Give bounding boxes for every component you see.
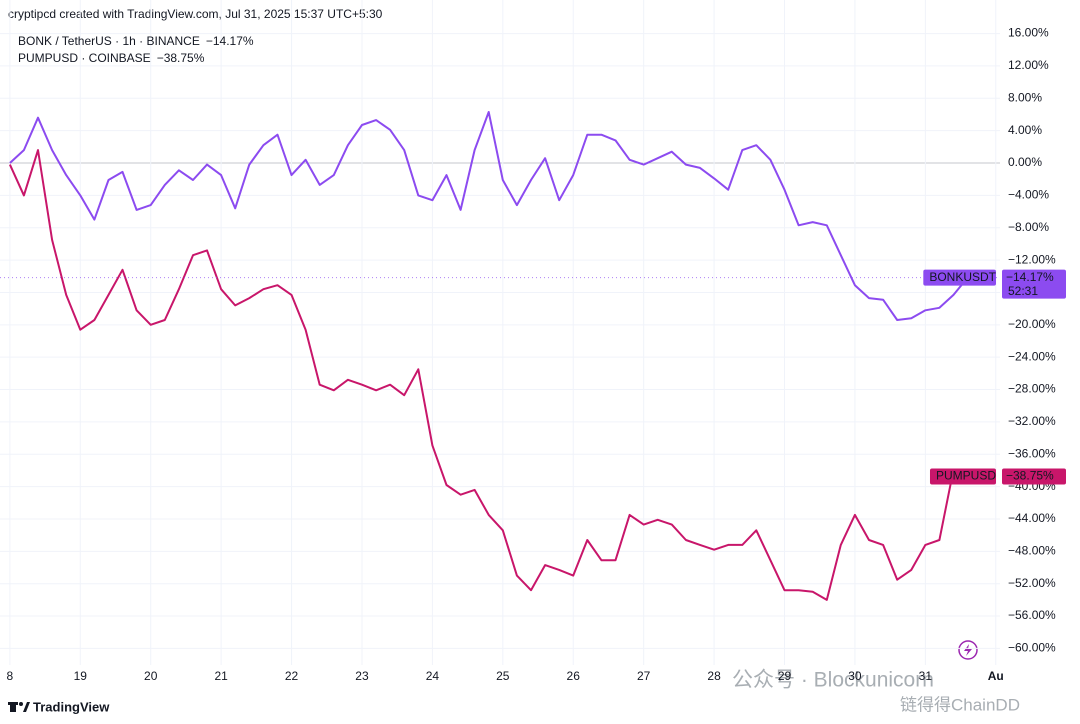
series-line (9, 111, 969, 321)
x-tick-label: 29 (778, 669, 792, 683)
price-tag (1002, 269, 1066, 299)
legend-value: −38.75% (157, 51, 205, 65)
y-tick-label: −52.00% (1008, 576, 1056, 590)
x-tick-label: 25 (496, 669, 510, 683)
price-tag-value: −14.17% (1006, 270, 1054, 284)
x-tick-label: 20 (144, 669, 158, 683)
price-tag-countdown: 52:31 (1008, 284, 1038, 298)
x-tick-label: 21 (214, 669, 228, 683)
brand: TradingView (33, 699, 110, 714)
y-tick-label: −56.00% (1008, 608, 1056, 622)
price-tag-name: PUMPUSD (936, 469, 996, 483)
legend-value: −14.17% (206, 34, 254, 48)
tv-logo (8, 702, 30, 712)
y-tick-label: −12.00% (1008, 252, 1056, 266)
x-tick-label: 22 (285, 669, 299, 683)
y-tick-label: 0.00% (1008, 155, 1042, 169)
price-tag (923, 269, 996, 286)
legend-name: BONK / TetherUS · 1h · BINANCE (18, 34, 200, 48)
y-tick-label: −60.00% (1008, 641, 1056, 655)
y-tick-label: −36.00% (1008, 446, 1056, 460)
y-tick-label: −4.00% (1008, 188, 1049, 202)
legend-name: PUMPUSD · COINBASE (18, 51, 151, 65)
y-tick-label: −20.00% (1008, 317, 1056, 331)
x-tick-label: 24 (426, 669, 440, 683)
y-tick-label: 8.00% (1008, 90, 1042, 104)
x-tick-label: 28 (707, 669, 721, 683)
y-tick-label: −44.00% (1008, 511, 1056, 525)
y-tick-label: −24.00% (1008, 349, 1056, 363)
series-line (8, 149, 969, 601)
x-tick-label: 31 (919, 669, 933, 683)
y-tick-label: −48.00% (1008, 544, 1056, 558)
watermark: 链得得ChainDD (900, 695, 1020, 714)
y-tick-label: −32.00% (1008, 414, 1056, 428)
x-tick-label: 8 (7, 669, 14, 683)
x-tick-label: 30 (848, 669, 862, 683)
x-tick-label: 26 (567, 669, 581, 683)
price-tag (929, 468, 996, 485)
grid (0, 0, 1000, 665)
y-tick-label: −28.00% (1008, 382, 1056, 396)
price-tag (1002, 468, 1066, 485)
plot (0, 111, 1000, 601)
x-tick-label: 19 (74, 669, 88, 683)
price-tag-name: BONKUSDT (929, 270, 996, 284)
watermark: 公众号 · Blockunicorn (732, 669, 934, 692)
y-tick-label: 4.00% (1008, 123, 1042, 137)
x-tick-label: 23 (355, 669, 369, 683)
x-tick-label: 27 (637, 669, 651, 683)
y-tick-label: 12.00% (1008, 58, 1049, 72)
header: cryptipcd created with TradingView.com, … (8, 7, 383, 21)
x-tick-label: Au (988, 669, 1004, 683)
y-tick-label: −8.00% (1008, 220, 1049, 234)
price-tag-value: −38.75% (1006, 469, 1054, 483)
y-tick-label: 16.00% (1008, 26, 1049, 40)
lightning-icon (958, 640, 978, 660)
